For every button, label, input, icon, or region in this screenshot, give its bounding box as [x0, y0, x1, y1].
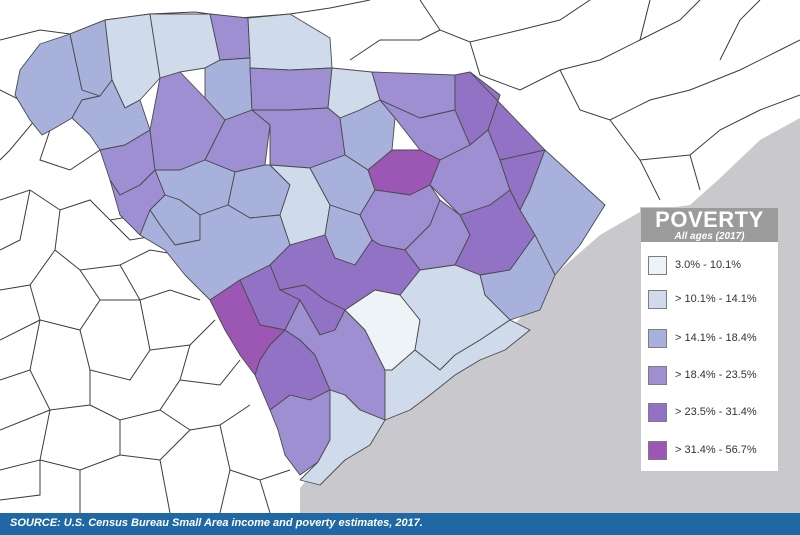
- legend-item: > 14.1% - 18.4%: [648, 329, 776, 349]
- legend-item: > 23.5% - 31.4%: [648, 403, 776, 423]
- legend-swatch: [648, 329, 667, 348]
- legend-item: > 31.4% - 56.7%: [648, 441, 776, 461]
- legend-range-label: 3.0% - 10.1%: [675, 259, 742, 271]
- legend-range-label: > 14.1% - 18.4%: [675, 332, 757, 344]
- legend-swatch: [648, 256, 667, 275]
- legend-subtitle: All ages (2017): [674, 231, 745, 242]
- legend-item: 3.0% - 10.1%: [648, 256, 776, 276]
- county-york: [247, 13, 333, 71]
- legend-title: POVERTY: [655, 207, 764, 232]
- county-chester: [249, 67, 333, 111]
- source-footer: SOURCE: U.S. Census Bureau Small Area in…: [0, 513, 800, 535]
- legend: POVERTY All ages (2017) 3.0% - 10.1% > 1…: [640, 207, 779, 472]
- legend-range-label: > 18.4% - 23.5%: [675, 369, 757, 381]
- source-citation: SOURCE: U.S. Census Bureau Small Area in…: [10, 517, 423, 529]
- legend-item: > 18.4% - 23.5%: [648, 366, 776, 386]
- legend-swatch: [648, 366, 667, 385]
- county-charleston: [384, 319, 531, 421]
- legend-swatch: [648, 441, 667, 460]
- counties-layer: [14, 13, 606, 486]
- legend-range-label: > 10.1% - 14.1%: [675, 293, 757, 305]
- legend-range-label: > 31.4% - 56.7%: [675, 444, 757, 456]
- county-beaufort: [299, 389, 386, 486]
- legend-item: > 10.1% - 14.1%: [648, 290, 776, 310]
- legend-swatch: [648, 290, 667, 309]
- legend-header: POVERTY All ages (2017): [641, 208, 778, 242]
- legend-swatch: [648, 403, 667, 422]
- legend-range-label: > 23.5% - 31.4%: [675, 406, 757, 418]
